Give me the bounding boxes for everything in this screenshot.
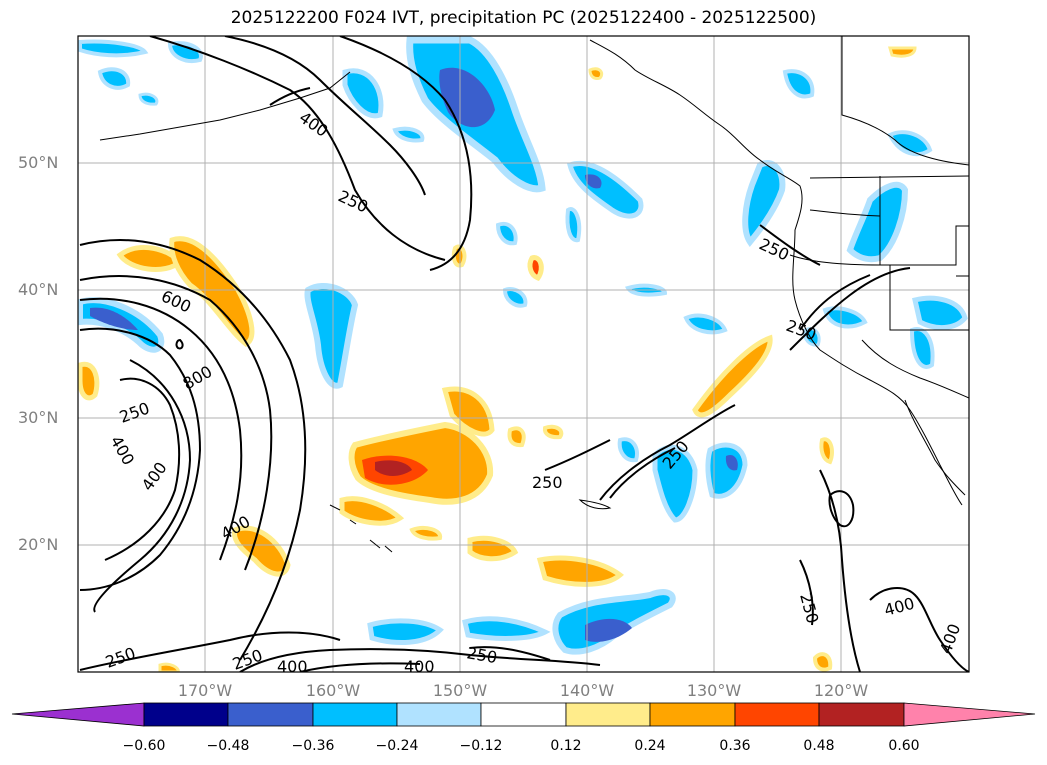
map-plot-area: 400 250 600 800 250 400 400 400 250 250 … <box>78 36 969 676</box>
precip-neg-region <box>565 207 582 243</box>
colorbar-bin <box>734 702 820 727</box>
colorbar-tick-label: −0.48 <box>206 738 250 754</box>
precip-pos-region <box>536 555 624 587</box>
colorbar-tick-label: −0.36 <box>291 738 335 754</box>
precip-pos-region <box>78 361 100 401</box>
precip-neg-region <box>887 130 933 157</box>
lat-label: 30°N <box>18 408 59 427</box>
precip-pos-region <box>231 525 291 577</box>
precip-pos-region <box>375 460 412 476</box>
precip-neg-region <box>888 46 917 58</box>
precip-pos-region <box>507 426 526 448</box>
precip-neg-region <box>90 307 138 330</box>
colorbar-extend-low <box>11 702 145 727</box>
colorbar <box>11 702 1036 727</box>
precip-neg-region <box>167 41 203 63</box>
precip-pos-region <box>542 424 564 440</box>
lon-label: 170°W <box>177 681 233 700</box>
colorbar-tick-label: 0.36 <box>719 738 751 754</box>
lon-label: 160°W <box>305 681 361 700</box>
precip-neg-region <box>138 92 159 106</box>
precip-neg-region <box>782 69 815 99</box>
precip-pos-region <box>158 662 180 672</box>
precip-pos-region <box>409 526 443 541</box>
colorbar-tick-label: −0.12 <box>459 738 503 754</box>
coastlines <box>99 36 969 553</box>
precip-neg-region <box>617 437 639 463</box>
map-frame <box>77 35 970 673</box>
precip-pos-region <box>812 652 833 672</box>
precip-pos-region <box>588 67 604 80</box>
precip-neg-region <box>342 68 384 119</box>
colorbar-tick-label: 0.60 <box>888 738 920 754</box>
contour-label: 400 <box>404 657 435 676</box>
lon-label: 130°W <box>686 681 742 700</box>
lat-label: 40°N <box>18 280 59 299</box>
colorbar-bin <box>649 702 736 727</box>
lat-label: 50°N <box>18 153 59 172</box>
precip-neg-region <box>742 160 786 248</box>
contour-label: 250 <box>532 473 563 492</box>
colorbar-bin <box>818 702 905 727</box>
colorbar-extend-high <box>903 702 1036 727</box>
precip-neg-region <box>367 618 444 645</box>
lat-label: 20°N <box>18 535 59 554</box>
precip-neg-region <box>705 442 748 499</box>
precip-neg-region <box>495 221 518 246</box>
precip-neg-region <box>822 306 868 329</box>
precip-neg-region <box>585 618 632 642</box>
figure-title: 2025122200 F024 IVT, precipitation PC (2… <box>230 8 817 28</box>
colorbar-tick-label: −0.24 <box>375 738 419 754</box>
colorbar-tick-label: −0.60 <box>122 738 166 754</box>
contour-label: 400 <box>277 657 308 676</box>
precip-neg-region <box>392 126 425 143</box>
colorbar-tick-label: 0.24 <box>634 738 666 754</box>
precip-neg-region <box>725 454 738 471</box>
lon-label: 120°W <box>813 681 869 700</box>
precip-pos-region <box>527 255 544 282</box>
precip-neg-region <box>683 313 728 335</box>
lon-label: 150°W <box>432 681 488 700</box>
ivt-contours <box>79 36 969 672</box>
colorbar-bin <box>565 702 651 727</box>
precip-neg-region <box>909 327 935 369</box>
precip-pos-region <box>441 386 495 437</box>
precip-neg-region <box>912 295 968 330</box>
precip-pos-region <box>467 535 519 562</box>
precip-neg-region <box>97 67 131 90</box>
precip-neg-region <box>304 283 359 389</box>
colorbar-bin <box>312 702 398 727</box>
colorbar-bin <box>227 702 314 727</box>
lon-label: 140°W <box>559 681 615 700</box>
precip-pos-region <box>819 437 834 465</box>
precip-neg-region <box>78 39 149 58</box>
precip-neg-region <box>585 174 602 189</box>
precip-neg-region <box>652 444 698 523</box>
colorbar-tick-label: 0.48 <box>803 738 835 754</box>
precip-neg-region <box>462 616 551 641</box>
colorbar-bin <box>396 702 482 727</box>
colorbar-tick-label: 0.12 <box>550 738 582 754</box>
colorbar-bin <box>143 702 229 727</box>
precip-pos-region <box>339 496 405 526</box>
colorbar-bin <box>480 702 567 727</box>
positive-precip-regions <box>78 67 834 672</box>
